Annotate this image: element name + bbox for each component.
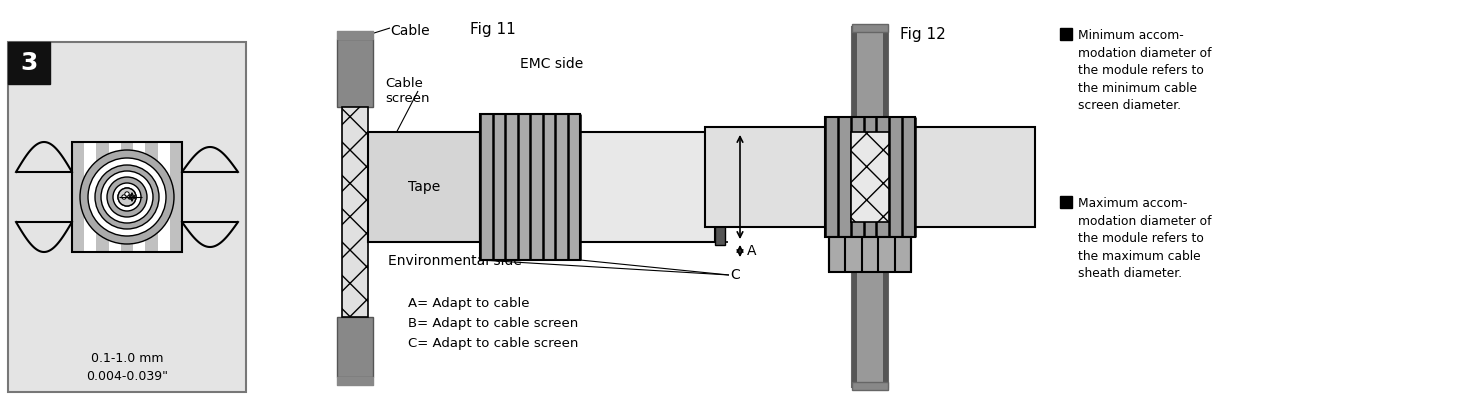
Bar [1061, 28, 1072, 40]
Circle shape [113, 183, 140, 211]
Text: 3: 3 [20, 51, 38, 75]
Bar [369, 132, 480, 242]
Bar [336, 39, 373, 107]
Bar [108, 142, 121, 252]
Text: Cable
screen: Cable screen [385, 77, 430, 105]
Text: Tape: Tape [408, 180, 440, 194]
Bar [133, 142, 145, 252]
Circle shape [101, 171, 154, 223]
Bar [480, 114, 579, 260]
Bar [851, 24, 888, 32]
Text: Minimum accom-
modation diameter of
the module refers to
the minimum cable
scree: Minimum accom- modation diameter of the … [1078, 29, 1211, 112]
Circle shape [121, 195, 126, 199]
Bar [121, 142, 133, 252]
Circle shape [119, 188, 136, 206]
Text: Fig 11: Fig 11 [470, 22, 516, 37]
Text: 0.004-0.039": 0.004-0.039" [86, 369, 168, 382]
Bar [170, 142, 181, 252]
Bar [884, 27, 888, 387]
Bar [85, 142, 97, 252]
Bar [715, 129, 726, 245]
Bar [1061, 196, 1072, 208]
Bar [579, 132, 715, 242]
Text: C= Adapt to cable screen: C= Adapt to cable screen [408, 337, 578, 350]
Text: Fig 12: Fig 12 [900, 27, 945, 42]
Text: B= Adapt to cable screen: B= Adapt to cable screen [408, 317, 578, 330]
Circle shape [88, 158, 165, 236]
Bar [97, 142, 108, 252]
Bar [342, 107, 369, 317]
Bar [7, 42, 246, 392]
Text: Environmental side: Environmental side [388, 254, 522, 268]
Circle shape [124, 192, 129, 196]
Bar [851, 132, 890, 222]
Bar [705, 127, 1034, 227]
Text: Cable: Cable [391, 24, 430, 38]
Bar [830, 237, 911, 272]
Text: 0.1-1.0 mm: 0.1-1.0 mm [91, 352, 164, 365]
Text: B: B [748, 165, 756, 179]
Bar [72, 142, 85, 252]
Circle shape [95, 165, 159, 229]
Bar [851, 382, 888, 390]
Bar [72, 142, 181, 252]
Bar [851, 27, 888, 387]
Bar [851, 27, 857, 387]
Text: A: A [748, 244, 756, 258]
Circle shape [80, 150, 174, 244]
Text: C: C [730, 268, 740, 282]
Text: Maximum accom-
modation diameter of
the module refers to
the maximum cable
sheat: Maximum accom- modation diameter of the … [1078, 197, 1211, 280]
Bar [158, 142, 170, 252]
Bar [825, 117, 914, 237]
Circle shape [107, 177, 146, 217]
Bar [7, 42, 50, 84]
Circle shape [127, 195, 132, 199]
Circle shape [119, 188, 136, 206]
Bar [336, 317, 373, 377]
Text: A= Adapt to cable: A= Adapt to cable [408, 297, 530, 310]
Bar [145, 142, 158, 252]
Text: EMC side: EMC side [519, 57, 584, 71]
